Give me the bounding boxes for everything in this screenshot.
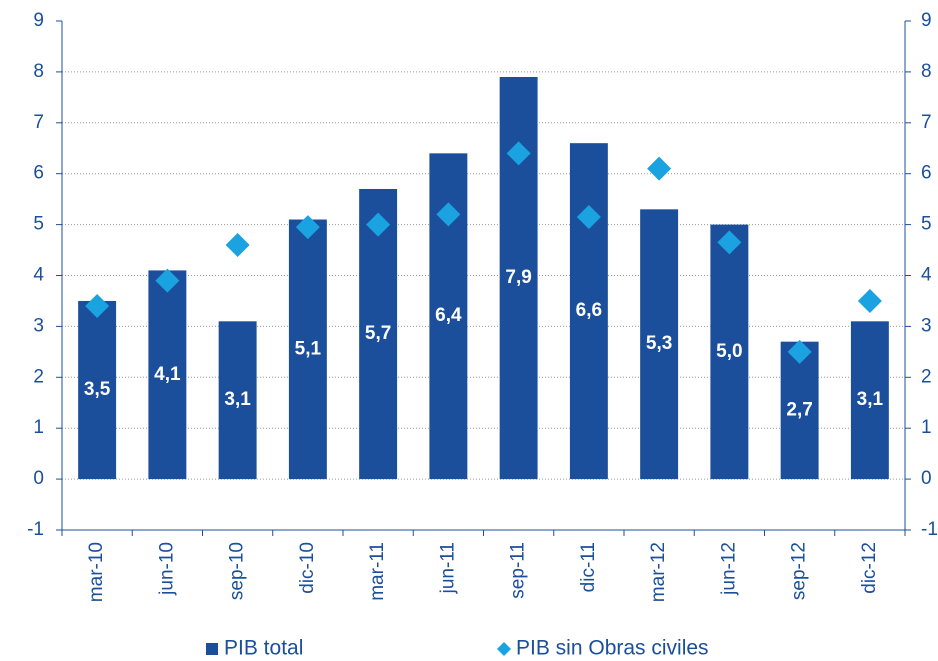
value-label: 5,7 [365,323,391,344]
marker [85,294,110,319]
marker [295,215,320,240]
y-tick-label: 0 [33,468,44,489]
value-label: 3,1 [857,389,884,410]
x-tick-label: jun-10 [156,542,177,596]
y-tick-label: 2 [33,366,44,387]
y-tick-label: -1 [27,519,44,540]
y-tick-label: 4 [33,265,44,286]
bar [218,321,257,480]
x-tick-label: mar-11 [367,542,388,601]
y2-tick-label: 9 [921,10,932,31]
marker [857,288,882,313]
marker [576,204,601,229]
bar [640,209,679,480]
value-label: 5,3 [646,333,672,354]
x-tick-label: sep-11 [508,542,529,599]
y-tick-label: 5 [33,214,44,235]
value-label: 4,1 [154,364,181,385]
y2-tick-label: 7 [921,112,932,133]
y-tick-label: 1 [33,417,44,438]
bar [710,224,749,480]
x-tick-label: dic-12 [859,542,880,594]
marker [436,202,461,227]
legend-swatch [206,643,218,655]
value-label: 5,1 [295,338,322,359]
y2-tick-label: 5 [921,214,932,235]
marker [155,268,180,293]
legend-swatch [497,642,511,656]
bar [780,341,819,480]
x-tick-label: mar-12 [648,542,669,602]
value-label: 5,0 [716,341,742,362]
y-tick-label: 6 [33,163,44,184]
y2-tick-label: 8 [921,61,932,82]
bar [850,321,889,480]
marker [506,141,531,166]
marker [787,339,812,364]
legend-label: PIB total [224,637,303,660]
x-tick-label: dic-10 [297,542,318,594]
value-label: 6,4 [435,305,462,326]
y2-tick-label: 1 [921,417,932,438]
x-tick-label: sep-12 [789,542,810,600]
bar [569,143,608,480]
value-label: 6,6 [576,300,602,321]
legend-label: PIB sin Obras civiles [516,637,709,660]
bar [148,270,187,480]
marker [225,232,250,257]
bar [359,188,398,480]
marker [717,230,742,255]
y2-tick-label: 4 [921,265,932,286]
y2-tick-label: -1 [921,519,938,540]
x-tick-label: jun-12 [718,542,739,596]
value-label: 2,7 [786,399,812,420]
x-tick-label: dic-11 [578,542,599,592]
y-tick-label: 7 [33,112,44,133]
value-label: 3,1 [224,389,251,410]
y2-tick-label: 3 [921,315,932,336]
marker [366,212,391,237]
y2-tick-label: 0 [921,468,932,489]
y-tick-label: 8 [33,61,44,82]
bar [78,300,117,480]
value-label: 7,9 [505,267,531,288]
y2-tick-label: 6 [921,163,932,184]
x-tick-label: sep-10 [227,542,248,600]
x-tick-label: mar-10 [86,542,107,602]
marker [647,156,672,181]
y-tick-label: 3 [33,315,44,336]
y-tick-label: 9 [33,10,44,31]
value-label: 3,5 [84,379,111,400]
bar [288,219,327,480]
x-tick-label: jun-11 [437,542,458,594]
y2-tick-label: 2 [921,366,932,387]
